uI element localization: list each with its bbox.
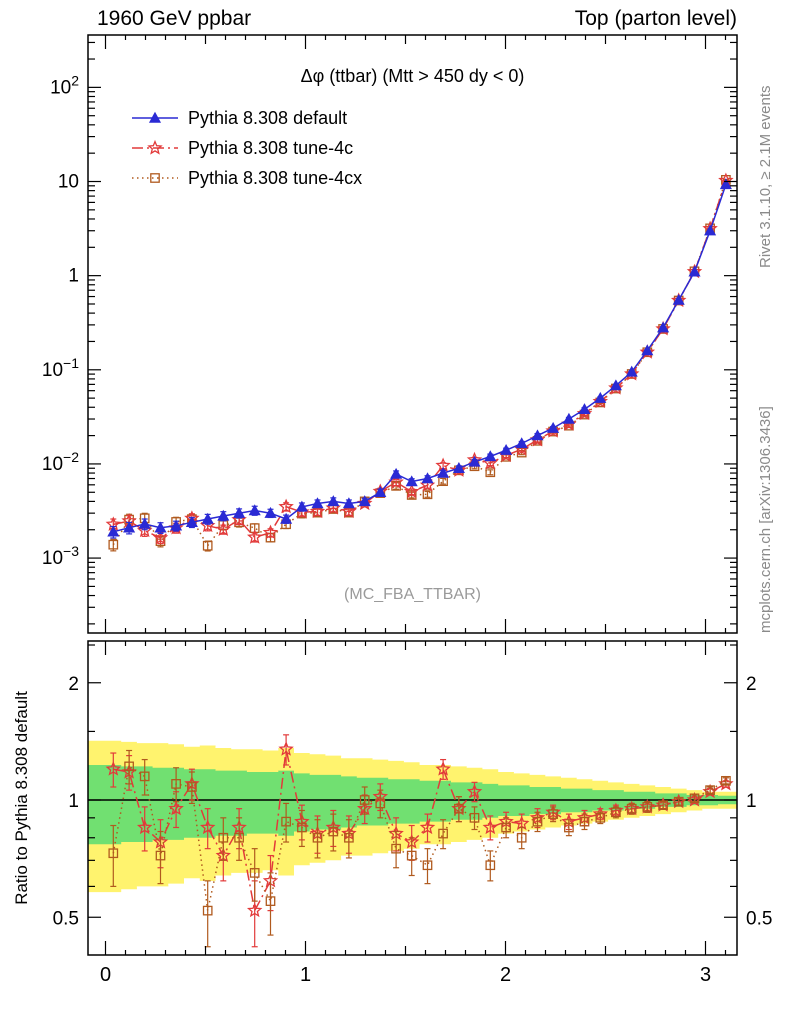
ratio-panel [105,734,734,948]
beam-energy-label: 1960 GeV ppbar [97,7,252,30]
main-ytick-label: 10 [58,172,79,193]
series-pythia-tune4cx-line [112,179,727,548]
xtick-label: 2 [500,964,511,986]
ratio-band-green [88,765,737,845]
main-ytick-label: 102 [50,72,79,98]
series-pythia-default [107,178,732,539]
legend-label: Pythia 8.308 tune-4c [188,138,353,158]
ratio-ytick-label: 1 [68,791,79,812]
ratio-series-tune4cx [108,749,731,948]
legend-label: Pythia 8.308 default [188,108,347,128]
legend: Pythia 8.308 default Pythia 8.308 tune-4c… [132,108,362,188]
process-label: Top (parton level) [574,7,737,30]
ratio-ytick-label: 0.5 [53,908,79,929]
series-pythia-tune4c [105,172,734,545]
xtick-label: 1 [300,964,311,986]
ratio-ytick-label-right: 2 [746,674,757,695]
rivet-version-label: Rivet 3.1.10, ≥ 2.1M events [757,85,774,269]
ratio-ytick-label-right: 0.5 [746,908,772,929]
analysis-watermark: (MC_FBA_TTBAR) [344,586,481,603]
series-pythia-default-line [113,184,727,533]
main-ytick-label: 10−2 [42,449,79,475]
series-pythia-tune4c-line [113,180,727,539]
main-ytick-label: 10−3 [42,543,79,569]
main-ytick-label: 1 [68,266,79,287]
xtick-label: 0 [100,964,111,986]
ratio-uncertainty-bands [88,740,737,893]
main-panel [105,172,734,552]
series-pythia-tune4cx [108,174,731,552]
ratio-ytick-label: 2 [68,674,79,695]
mcplots-arxiv-label: mcplots.cern.ch [arXiv:1306.3436] [757,406,774,633]
observable-title: Δφ (ttbar) (Mtt > 450 dy < 0) [301,66,525,86]
main-ytick-label: 10−1 [42,355,79,381]
axes: 102 10 1 10−1 10−2 10−3 0.5 0.5 1 1 2 2 0 1 2 3 [42,34,772,986]
legend-label: Pythia 8.308 tune-4cx [188,168,362,188]
plot-texts: Δφ (ttbar) (Mtt > 450 dy < 0) (MC_FBA_TTB… [12,66,524,905]
ratio-ylabel: Ratio to Pythia 8.308 default [12,691,31,905]
xtick-label: 3 [700,964,711,986]
ratio-ytick-label-right: 1 [746,791,757,812]
